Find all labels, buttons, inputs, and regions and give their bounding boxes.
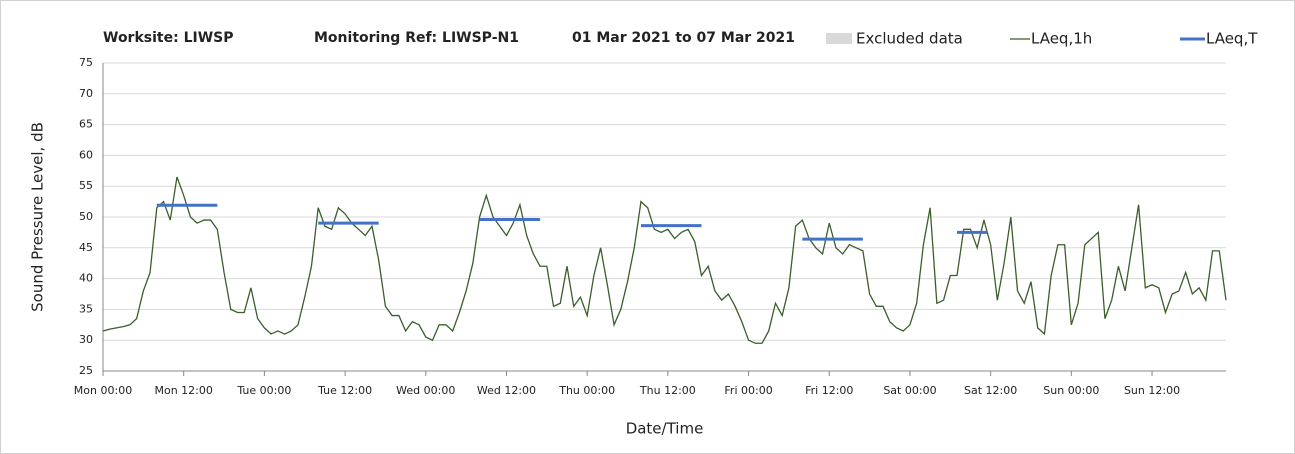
x-tick-label: Mon 12:00 (154, 384, 212, 397)
y-tick-label: 40 (79, 272, 93, 285)
y-tick-label: 45 (79, 241, 93, 254)
x-tick-label: Sun 00:00 (1043, 384, 1099, 397)
legend-swatch (826, 33, 852, 44)
x-tick-label: Sun 12:00 (1124, 384, 1180, 397)
legend-label: Excluded data (856, 30, 963, 48)
x-tick-label: Thu 00:00 (558, 384, 615, 397)
header-text: Monitoring Ref: LIWSP-N1 (314, 30, 519, 46)
y-tick-label: 35 (79, 302, 93, 315)
y-tick-label: 25 (79, 364, 93, 377)
x-tick-label: Sat 12:00 (964, 384, 1017, 397)
x-tick-label: Tue 12:00 (317, 384, 372, 397)
y-tick-label: 65 (79, 118, 93, 131)
y-tick-label: 50 (79, 210, 93, 223)
x-tick-label: Fri 12:00 (805, 384, 853, 397)
x-tick-label: Thu 12:00 (639, 384, 696, 397)
y-axis-title: Sound Pressure Level, dB (29, 122, 47, 312)
x-tick-label: Wed 00:00 (396, 384, 455, 397)
y-tick-label: 55 (79, 179, 93, 192)
series-line (102, 176, 1227, 344)
header-text: Worksite: LIWSP (103, 30, 233, 46)
x-tick-label: Mon 00:00 (74, 384, 132, 397)
x-tick-label: Wed 12:00 (477, 384, 536, 397)
legend-label: LAeq,T (1206, 30, 1258, 48)
y-tick-label: 75 (79, 56, 93, 69)
header-text: 01 Mar 2021 to 07 Mar 2021 (572, 30, 795, 46)
x-tick-label: Tue 00:00 (236, 384, 291, 397)
x-axis-title: Date/Time (626, 420, 704, 438)
x-tick-label: Fri 00:00 (724, 384, 772, 397)
x-tick-label: Sat 00:00 (883, 384, 936, 397)
y-tick-label: 30 (79, 333, 93, 346)
legend-label: LAeq,1h (1031, 30, 1092, 48)
y-tick-label: 60 (79, 148, 93, 161)
y-tick-label: 70 (79, 87, 93, 100)
